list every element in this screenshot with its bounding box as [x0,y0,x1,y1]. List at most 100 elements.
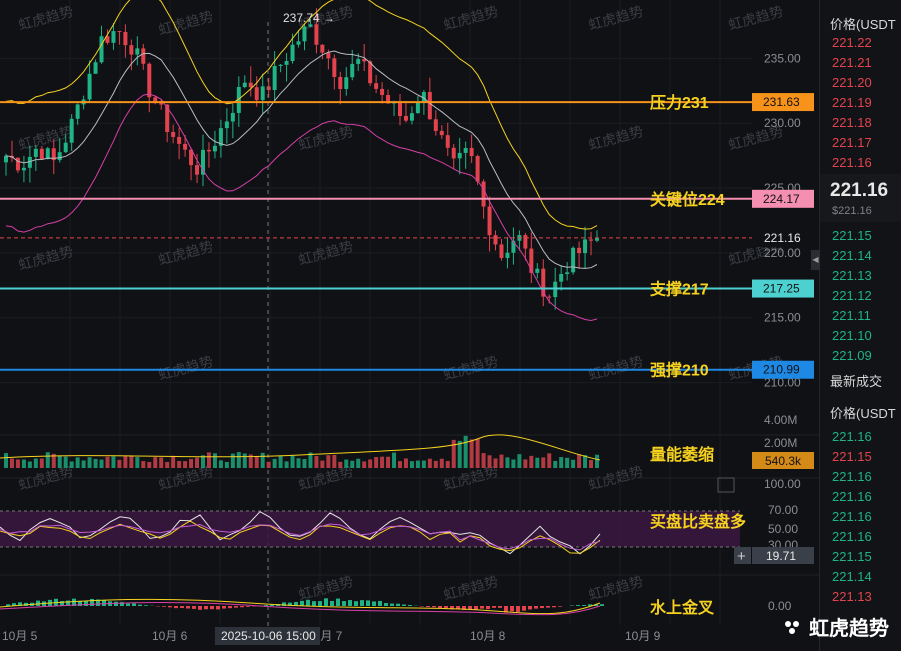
bid-row[interactable]: 221.11 [832,308,871,323]
volume-bar [505,457,510,468]
bid-row[interactable]: 221.15 [832,228,872,243]
volume-bar [93,458,98,468]
time-axis-label: 10月 9 [625,629,661,643]
macd-bar [12,603,16,606]
macd-bar [600,604,604,606]
volume-bar [171,455,176,468]
level-price-tag-bg [752,189,814,208]
candle-body [523,235,528,249]
level-price-tag: 217.25 [763,282,800,296]
trade-row[interactable]: 221.16 [832,429,872,444]
macd-bar [36,600,40,606]
macd-bar [492,606,496,608]
ask-row[interactable]: 221.16 [832,155,872,170]
trade-row[interactable]: 221.16 [832,469,872,484]
candle-body [153,97,158,104]
volume-bar [63,456,68,468]
volume-bar [266,461,271,468]
trades-header: 价格(USDT [830,406,896,421]
trade-row[interactable]: 221.15 [832,449,872,464]
watermark-text: 虹虎趋势 [587,123,645,153]
macd-bar [582,605,586,606]
volume-bar [201,455,205,468]
candle-body [439,130,444,136]
candle-body [230,112,235,122]
candle-body [165,104,170,133]
candle-body [123,31,128,46]
fullscreen-icon [717,477,735,493]
macd-bar [456,606,460,610]
trade-row[interactable]: 221.15 [832,549,872,564]
bid-row[interactable]: 221.09 [832,348,872,363]
trade-row[interactable]: 221.13 [832,589,872,604]
candle-body [177,136,182,144]
candle-body [171,132,176,137]
macd-bar [336,598,340,606]
volume-bar [392,452,397,468]
candle-body [487,206,492,236]
macd-bar [120,602,124,606]
volume-bar [374,457,379,468]
candle-body [308,24,313,27]
watermark-text: 虹虎趋势 [587,3,645,33]
volume-bar [147,461,152,468]
macd-bar [294,601,298,606]
macd-line [0,602,601,616]
level-annotation: 关键位224 [650,190,725,209]
macd-bar [534,606,538,609]
volume-bar [302,459,307,468]
volume-bar [475,438,480,468]
macd-bar [408,604,412,606]
candle-body [451,147,456,159]
candle-body [481,181,486,207]
volume-bar [189,458,194,468]
watermark-text: 虹虎趋势 [442,353,500,383]
volume-bar [9,458,14,468]
ask-row[interactable]: 221.19 [832,95,872,110]
macd-bar [432,606,436,608]
ask-row[interactable]: 221.21 [832,55,872,70]
macd-bar [138,604,142,606]
ask-row[interactable]: 221.22 [832,35,872,50]
bid-row[interactable]: 221.14 [832,248,872,263]
chart-area[interactable]: 虹虎趋势 虹虎趋势 虹虎趋势 虹虎趋势 虹虎趋势 虹虎趋势 虹虎趋势 虹虎趋势 虹虎趋势 虹虎趋势… [0,0,819,651]
bid-row[interactable]: 221.10 [832,328,872,343]
collapse-panel-icon[interactable]: ◀ [811,250,820,270]
candle-body [260,86,265,101]
bollinger-upper-line [5,0,598,230]
trade-row[interactable]: 221.16 [832,529,872,544]
volume-bar [57,455,62,468]
ask-row[interactable]: 221.18 [832,115,872,130]
watermark-text: 虹虎趋势 [587,573,645,603]
volume-bar [45,452,50,468]
ask-row[interactable]: 221.17 [832,135,872,150]
macd-bar [348,600,352,606]
macd-bar [354,601,358,606]
candle-body [278,64,283,66]
candle-body [87,73,92,100]
trade-row[interactable]: 221.14 [832,569,872,584]
candle-body [386,94,391,104]
bid-row[interactable]: 221.13 [832,268,872,283]
candle-body [427,92,432,120]
ask-row[interactable]: 221.20 [832,75,872,90]
watermark-text: 虹虎趋势 [157,353,215,383]
level-price-tag: 210.99 [763,363,800,377]
macd-bar [186,606,190,609]
candle-body [505,252,510,258]
trade-row[interactable]: 221.16 [832,509,872,524]
macd-bar [324,598,328,606]
trade-row[interactable]: 221.16 [832,489,872,504]
candle-body [57,152,62,161]
bid-row[interactable]: 221.12 [832,288,872,303]
volume-bar [451,439,456,468]
candle-body [344,77,349,89]
macd-bar [132,603,136,606]
candle-body [248,82,253,88]
candle-body [284,61,289,65]
volume-bar [427,458,432,468]
price-axis-label: 210.00 [764,376,801,390]
macd-bar [246,606,250,607]
orderbook-panel: ◀ 价格(USDT 221.22 221.21 221.20 221.19 221.18… [811,0,901,651]
level-price-tag-bg [752,360,814,379]
